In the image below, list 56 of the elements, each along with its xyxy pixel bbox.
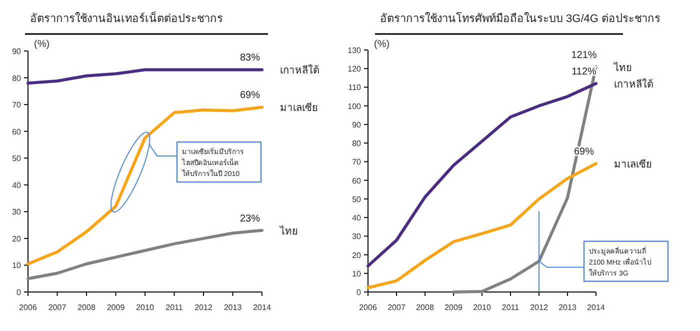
y-tick-label: 40: [12, 180, 22, 190]
annotation: 23%: [240, 213, 260, 224]
x-tick-label: 2009: [444, 303, 463, 312]
y-tick-label: 10: [352, 269, 362, 278]
x-tick-label: 2006: [359, 303, 378, 312]
y-tick-label: 70: [352, 158, 362, 167]
y-tick-label: 70: [12, 100, 22, 110]
series-label: มาเลเซีย: [614, 158, 652, 171]
y-tick-label: 60: [352, 176, 362, 186]
y-tick-label: 110: [348, 83, 362, 92]
x-tick-label: 2013: [558, 303, 577, 312]
series-label: เกาหลีใต้: [280, 64, 319, 77]
x-tick-label: 2006: [19, 303, 38, 312]
y-tick-label: 90: [12, 47, 22, 56]
series-label: ไทย: [613, 62, 632, 74]
y-tick-label: 50: [12, 154, 22, 164]
y-tick-label: 80: [352, 139, 362, 148]
annotation: 121%: [571, 50, 597, 61]
y-tick-label: 30: [352, 232, 362, 242]
x-tick-label: 2010: [473, 303, 492, 312]
x-tick-label: 2012: [194, 303, 213, 312]
y-tick-label: 40: [352, 214, 362, 223]
y-tick-label: 30: [12, 208, 22, 217]
x-tick-label: 2014: [587, 303, 606, 312]
y-tick-label: 20: [12, 234, 22, 244]
x-tick-label: 2008: [416, 303, 434, 312]
y-tick-label: 0: [16, 288, 22, 297]
x-tick-label: 2011: [502, 303, 520, 312]
y-axis-title: (%): [34, 39, 50, 50]
y-tick-label: 120: [348, 64, 362, 74]
x-tick-label: 2007: [388, 303, 406, 312]
x-tick-label: 2009: [106, 303, 126, 312]
y-tick-label: 80: [12, 74, 22, 83]
series-label: เกาหลีใต้: [614, 78, 653, 91]
x-tick-label: 2011: [166, 303, 184, 312]
y-tick-label: 130: [348, 46, 362, 55]
x-tick-label: 2013: [224, 303, 242, 312]
chart-title: อัตราการใช้งานโทรศัพท์มือถือในระบบ 3G/4G ต่อประชากร: [380, 11, 661, 25]
y-tick-label: 10: [12, 261, 22, 270]
series-label: ไทย: [279, 225, 298, 238]
y-tick-label: 100: [348, 102, 362, 111]
y-tick-label: 50: [352, 194, 362, 204]
annotation: 69%: [240, 90, 260, 102]
y-tick-label: 60: [12, 127, 22, 136]
series-label: มาเลเซีย: [280, 102, 318, 114]
y-tick-label: 90: [352, 120, 362, 130]
y-tick-label: 20: [352, 250, 362, 260]
y-tick-label: 0: [356, 288, 362, 297]
x-tick-label: 2007: [48, 303, 67, 312]
x-tick-label: 2008: [78, 303, 96, 312]
x-tick-label: 2014: [253, 303, 272, 312]
chart-title: อัตราการใช้งานอินเทอร์เน็ตต่อประชากร: [30, 11, 223, 25]
x-tick-label: 2012: [530, 303, 548, 312]
annotation: 83%: [240, 52, 260, 64]
x-tick-label: 2010: [136, 303, 154, 312]
y-axis-title: (%): [374, 39, 390, 50]
